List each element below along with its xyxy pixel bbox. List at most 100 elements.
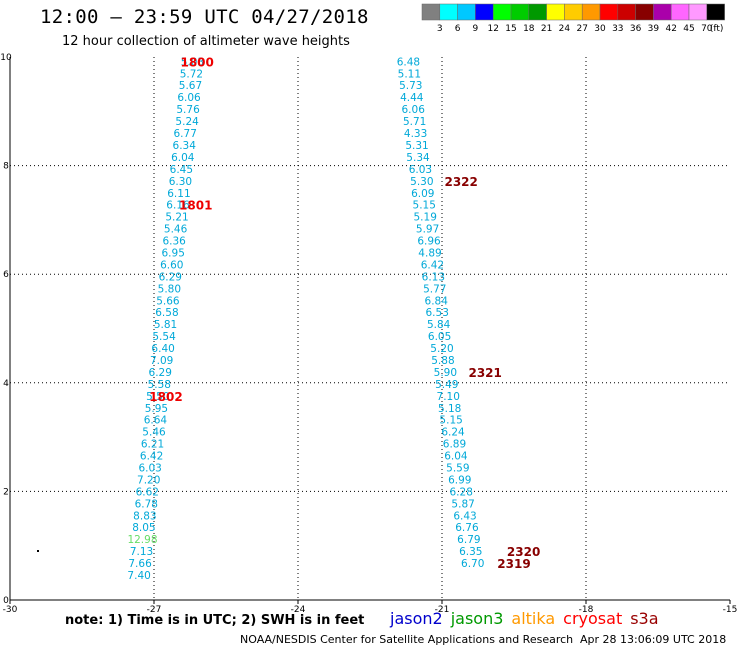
wave-height-value: 5.49 (435, 379, 458, 391)
wave-height-value: 5.59 (446, 463, 469, 475)
wave-height-value: 5.24 (175, 116, 199, 128)
wave-height-value: 6.35 (459, 546, 482, 558)
wave-height-value: 6.03 (409, 164, 432, 176)
color-scale-label: 6 (455, 24, 461, 34)
wave-height-value: 5.90 (434, 367, 457, 379)
wave-height-value: 6.42 (421, 259, 444, 271)
wave-height-value: 12.98 (127, 534, 157, 546)
wave-height-value: 5.54 (152, 331, 176, 343)
color-scale-label: 12 (487, 24, 498, 34)
wave-height-value: 5.15 (413, 200, 436, 212)
color-scale-label: 33 (612, 24, 623, 34)
color-scale-label: 18 (523, 24, 535, 34)
color-scale-swatch (599, 3, 619, 21)
chart-title: 12:00 – 23:59 UTC 04/27/2018 (40, 6, 369, 28)
wave-height-value: 7.13 (130, 546, 153, 558)
x-tick-label: -27 (147, 605, 162, 615)
wave-height-value: 6.77 (174, 128, 197, 140)
wave-height-value: 6.04 (171, 152, 195, 164)
x-tick-label: -15 (723, 605, 738, 615)
x-tick-label: -24 (291, 605, 306, 615)
wave-height-value: 5.87 (451, 498, 474, 510)
time-label: 1801 (179, 199, 212, 213)
wave-height-value: 6.24 (441, 427, 465, 439)
wave-height-value: 6.11 (167, 188, 190, 200)
satellite-legend-item: cryosat (563, 609, 623, 628)
wave-height-value: 5.30 (410, 176, 433, 188)
color-scale-swatch (653, 3, 672, 21)
wave-height-value: 5.46 (164, 224, 188, 236)
wave-height-value: 5.71 (403, 116, 426, 128)
wave-height-value: 5.03 (181, 56, 204, 68)
time-label: 2322 (444, 175, 477, 189)
wave-height-value: 5.80 (158, 283, 181, 295)
grid-lines (10, 57, 730, 600)
wave-height-value: 6.34 (173, 140, 197, 152)
color-scale-legend: 3 6 9 12 15 18 21 24 27 30 33 36 39 42 45 70(ft) (421, 3, 725, 34)
wave-height-value: 6.09 (411, 188, 434, 200)
x-tick-label: -21 (435, 605, 450, 615)
color-scale-label: 42 (665, 24, 676, 34)
footer-timestamp: Apr 28 13:06:09 UTC 2018 (580, 633, 727, 646)
wave-height-value: 5.88 (431, 355, 454, 367)
wave-height-value: 5.81 (154, 319, 177, 331)
wave-height-value: 6.99 (448, 474, 471, 486)
color-scale-swatch (688, 3, 708, 21)
y-tick-label: 6 (3, 270, 9, 280)
y-ticks: 0 2 4 6 8 10 (0, 53, 12, 606)
chart-subtitle: 12 hour collection of altimeter wave hei… (62, 34, 350, 49)
color-scale-swatch (546, 3, 565, 21)
wave-height-value: 6.64 (144, 415, 168, 427)
wave-height-value: 6.21 (141, 439, 164, 451)
color-scale-unit: (ft) (710, 24, 724, 34)
wave-height-value: 4.33 (404, 128, 427, 140)
color-scale-label: 36 (630, 24, 642, 34)
wave-height-value: 6.95 (162, 247, 185, 259)
wave-height-value: 6.30 (169, 176, 192, 188)
time-label: 2321 (468, 366, 501, 380)
wave-height-value: 5.67 (179, 80, 202, 92)
data-points: 5.035.725.676.065.765.246.776.346.046.45… (127, 56, 484, 582)
color-scale-label: 21 (541, 24, 552, 34)
wave-height-value: 6.29 (159, 271, 182, 283)
wave-height-value: 6.05 (428, 331, 451, 343)
color-scale-label: 45 (683, 24, 694, 34)
color-scale-label: 9 (473, 24, 479, 34)
color-scale-swatch (492, 3, 512, 21)
time-label: 1800 (180, 55, 213, 69)
wave-height-value: 5.34 (406, 152, 430, 164)
color-scale-label: 15 (505, 24, 516, 34)
wave-height-value: 5.72 (180, 68, 203, 80)
wave-height-value: 5.66 (156, 295, 180, 307)
wave-height-value: 6.42 (140, 451, 163, 463)
wave-height-value: 6.60 (160, 259, 183, 271)
satellite-legend-item: jason3 (450, 609, 504, 628)
time-label: 1802 (149, 390, 182, 404)
wave-height-value: 7.09 (150, 355, 173, 367)
wave-height-value: 6.76 (455, 522, 479, 534)
wave-height-value: 5.73 (399, 80, 422, 92)
color-scale-label: 27 (576, 24, 587, 34)
wave-height-value: 5.50 (146, 391, 169, 403)
wave-height-value: 7.40 (127, 570, 150, 582)
y-tick-label: 2 (3, 487, 9, 497)
wave-height-value: 5.58 (148, 379, 171, 391)
y-tick-label: 0 (3, 596, 9, 606)
wave-height-value: 6.36 (162, 236, 186, 248)
wave-height-value: 5.95 (145, 403, 168, 415)
y-tick-label: 4 (3, 379, 9, 389)
wave-height-value: 6.89 (443, 439, 466, 451)
wave-height-value: 6.45 (170, 164, 193, 176)
y-tick-label: 10 (0, 53, 12, 63)
color-scale-swatch (706, 3, 725, 21)
wave-height-value: 6.70 (461, 558, 484, 570)
color-scale-swatch (564, 3, 583, 21)
wave-height-value: 8.83 (133, 510, 156, 522)
wave-height-value: 5.76 (176, 104, 200, 116)
wave-height-value: 6.53 (426, 307, 449, 319)
wave-height-value: 5.46 (142, 427, 166, 439)
satellite-legend-item: altika (511, 609, 556, 628)
wave-height-value: 6.06 (177, 92, 201, 104)
